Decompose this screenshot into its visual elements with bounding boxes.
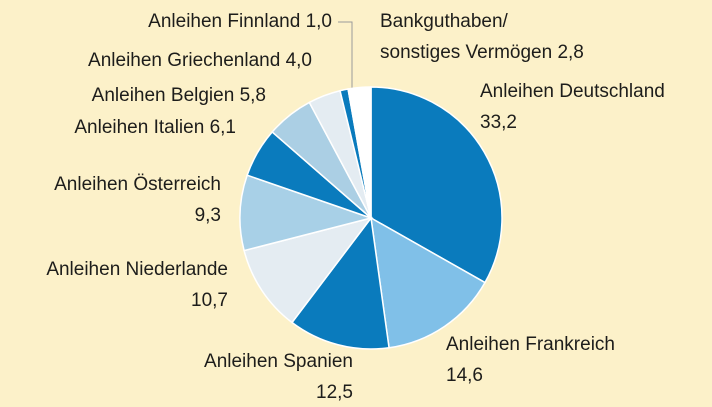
slice-label: Anleihen Frankreich 14,6 — [446, 329, 615, 391]
leader-line — [338, 21, 353, 90]
value-label: 10,7 — [191, 290, 228, 311]
category-label: Bankguthaben/ sonstiges Vermögen — [380, 11, 553, 63]
category-label: Anleihen Österreich — [54, 174, 221, 195]
value-label: 1,0 — [305, 11, 332, 32]
value-label: 33,2 — [480, 112, 517, 133]
pie-slice — [370, 216, 487, 349]
value-label: 6,1 — [209, 117, 236, 138]
pie-slice — [239, 174, 374, 252]
slice-label: Anleihen Österreich 9,3 — [54, 169, 221, 231]
category-label: Anleihen Frankreich — [446, 334, 615, 355]
value-label: 9,3 — [194, 205, 221, 226]
slice-label: Anleihen Niederlande 10,7 — [46, 254, 228, 316]
value-label: 4,0 — [285, 50, 312, 71]
category-label: Anleihen Belgien — [91, 85, 235, 106]
slice-label: Bankguthaben/ sonstiges Vermögen 2,8 — [380, 6, 584, 68]
slice-label: Anleihen Deutschland 33,2 — [480, 76, 665, 138]
slice-label: Anleihen Italien 6,1 — [74, 112, 236, 143]
slice-label: Anleihen Griechenland 4,0 — [88, 45, 312, 76]
category-label: Anleihen Finnland — [148, 11, 301, 32]
slice-label: Anleihen Spanien 12,5 — [204, 346, 353, 407]
category-label: Anleihen Deutschland — [480, 81, 665, 102]
value-label: 12,5 — [316, 382, 353, 403]
pie-slice — [347, 86, 372, 219]
slice-label: Anleihen Finnland 1,0 — [148, 6, 332, 37]
pie-slice — [290, 216, 390, 350]
pie-slice — [370, 86, 503, 284]
value-label: 5,8 — [239, 85, 266, 106]
value-label: 14,6 — [446, 365, 483, 386]
category-label: Anleihen Niederlande — [46, 259, 228, 280]
pie-slice — [243, 216, 373, 324]
category-label: Anleihen Spanien — [204, 351, 353, 372]
category-label: Anleihen Italien — [74, 117, 205, 138]
value-label: 2,8 — [557, 42, 584, 63]
slice-label: Anleihen Belgien 5,8 — [92, 80, 266, 111]
category-label: Anleihen Griechenland — [88, 50, 281, 71]
